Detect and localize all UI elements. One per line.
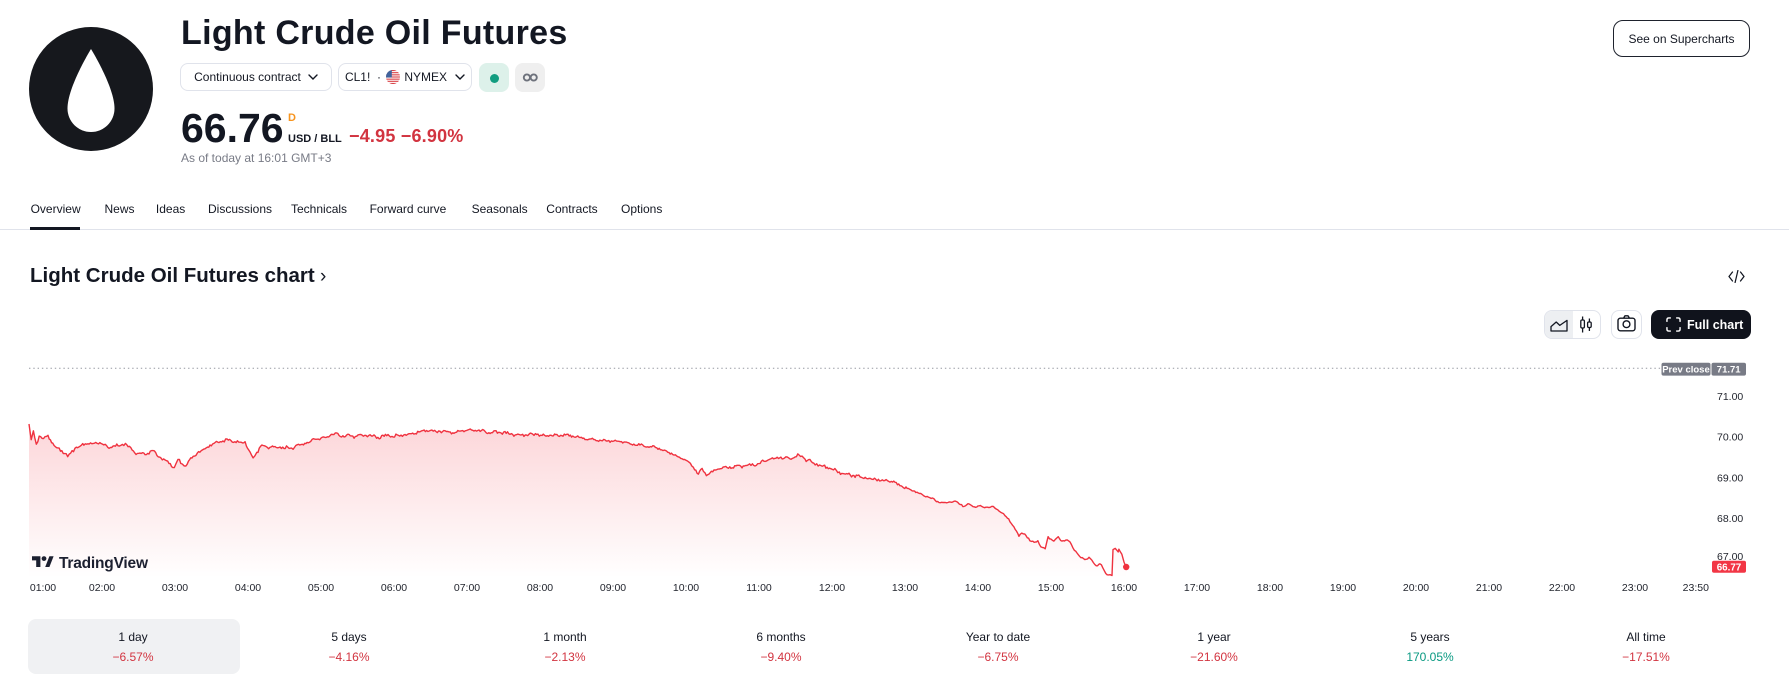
svg-text:11:00: 11:00 <box>746 582 772 594</box>
svg-text:23:00: 23:00 <box>1622 582 1648 594</box>
svg-text:06:00: 06:00 <box>381 582 407 594</box>
svg-text:08:00: 08:00 <box>527 582 553 594</box>
svg-text:03:00: 03:00 <box>162 582 188 594</box>
svg-text:66.77: 66.77 <box>1717 562 1742 573</box>
svg-text:21:00: 21:00 <box>1476 582 1502 594</box>
svg-text:20:00: 20:00 <box>1403 582 1429 594</box>
svg-text:71.71: 71.71 <box>1717 365 1741 376</box>
svg-text:68.00: 68.00 <box>1717 513 1743 525</box>
svg-text:22:00: 22:00 <box>1549 582 1575 594</box>
svg-text:15:00: 15:00 <box>1038 582 1064 594</box>
svg-text:04:00: 04:00 <box>235 582 261 594</box>
svg-text:14:00: 14:00 <box>965 582 991 594</box>
svg-text:05:00: 05:00 <box>308 582 334 594</box>
svg-text:70.00: 70.00 <box>1717 432 1743 444</box>
svg-text:67.00: 67.00 <box>1717 551 1743 563</box>
svg-text:12:00: 12:00 <box>819 582 845 594</box>
svg-text:02:00: 02:00 <box>89 582 115 594</box>
svg-text:01:00: 01:00 <box>30 582 56 594</box>
svg-text:69.00: 69.00 <box>1717 473 1743 485</box>
svg-text:16:00: 16:00 <box>1111 582 1137 594</box>
svg-text:71.00: 71.00 <box>1717 391 1743 403</box>
svg-text:23:50: 23:50 <box>1683 582 1709 594</box>
svg-text:Prev close: Prev close <box>1662 365 1710 376</box>
svg-text:18:00: 18:00 <box>1257 582 1283 594</box>
svg-text:TradingView: TradingView <box>59 555 149 572</box>
svg-text:10:00: 10:00 <box>673 582 699 594</box>
svg-text:19:00: 19:00 <box>1330 582 1356 594</box>
svg-text:07:00: 07:00 <box>454 582 480 594</box>
svg-text:09:00: 09:00 <box>600 582 626 594</box>
svg-text:17:00: 17:00 <box>1184 582 1210 594</box>
svg-text:13:00: 13:00 <box>892 582 918 594</box>
